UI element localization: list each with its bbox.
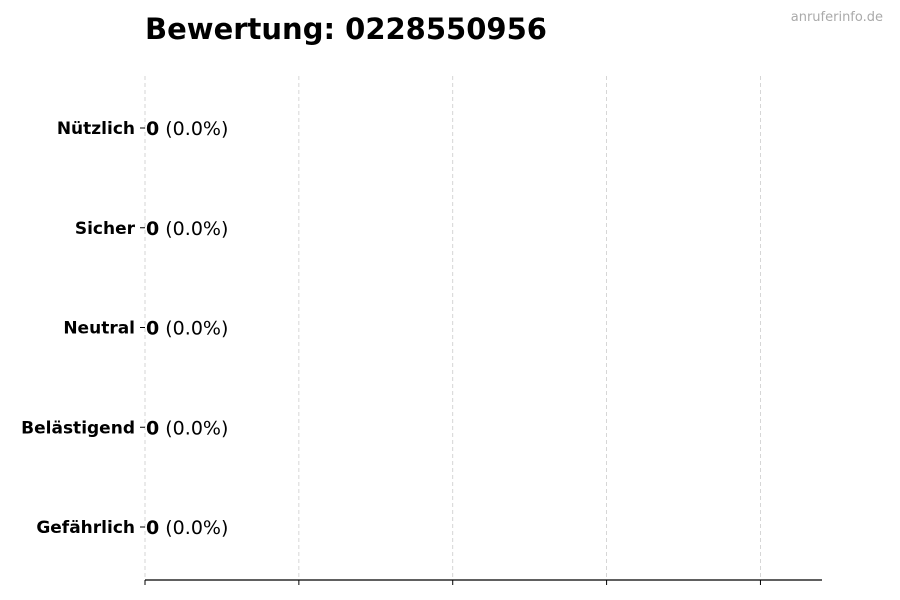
y-tick-label: Nützlich [57,119,135,139]
y-tick-label: Neutral [63,319,135,339]
data-label: 0 (0.0%) [146,118,228,140]
data-label-percent: (0.0%) [159,517,228,539]
data-label-percent: (0.0%) [159,417,228,439]
y-tick-label: Belästigend [21,418,135,438]
data-label: 0 (0.0%) [146,318,228,340]
data-label-percent: (0.0%) [159,118,228,140]
chart-title: Bewertung: 0228550956 [145,12,547,46]
data-label-count: 0 [146,417,159,439]
data-label: 0 (0.0%) [146,417,228,439]
watermark: anruferinfo.de [790,10,883,25]
data-label: 0 (0.0%) [146,517,228,539]
data-label: 0 (0.0%) [146,218,228,240]
y-tick-label: Sicher [75,219,136,239]
data-label-percent: (0.0%) [159,318,228,340]
data-label-count: 0 [146,218,159,240]
data-label-count: 0 [146,318,159,340]
y-tick-label: Gefährlich [36,518,135,538]
data-label-percent: (0.0%) [159,218,228,240]
data-label-count: 0 [146,517,159,539]
data-label-count: 0 [146,118,159,140]
